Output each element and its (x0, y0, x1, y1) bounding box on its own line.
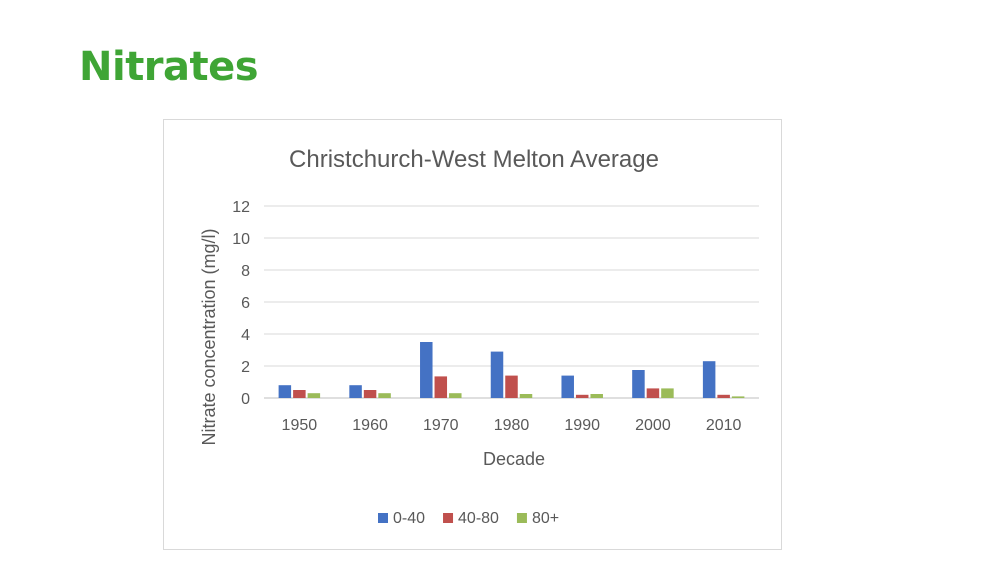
legend-item: 80+ (516, 510, 559, 527)
legend-label: 0-40 (393, 510, 425, 527)
slide-title: Nitrates (79, 44, 259, 90)
bar-1980-80+ (519, 394, 533, 398)
y-tick-label: 2 (241, 359, 250, 376)
bar-1960-40-80 (363, 390, 377, 398)
legend-swatch (378, 513, 388, 523)
bar-1960-0-40 (349, 385, 362, 398)
bar-2000-0-40 (632, 370, 645, 398)
y-axis-label: Nitrate concentration (mg/l) (199, 228, 219, 445)
x-tick-label: 1970 (423, 417, 459, 434)
bar-2010-0-40 (702, 361, 716, 398)
y-axis-ticks: 0 2 4 6 8 10 12 (232, 199, 250, 408)
legend-label: 40-80 (458, 510, 499, 527)
gridlines (264, 205, 759, 399)
y-tick-label: 0 (241, 391, 250, 408)
chart-frame: Christchurch-West Melton Average 0 2 4 6 8 10… (163, 119, 782, 550)
bar-1950-0-40 (278, 385, 292, 398)
bar-1990-0-40 (561, 375, 574, 398)
legend-label: 80+ (532, 510, 559, 527)
bar-1990-80+ (590, 394, 603, 398)
x-tick-label: 1960 (352, 417, 388, 434)
legend-item: 0-40 (378, 510, 425, 527)
legend: 0-40 40-80 80+ (378, 510, 559, 527)
x-axis-label: Decade (483, 449, 545, 469)
y-tick-label: 8 (241, 263, 250, 280)
bar-1950-40-80 (293, 390, 306, 398)
bar-1950-80+ (307, 393, 321, 398)
bar-1960-80+ (378, 393, 391, 398)
x-tick-label: 2010 (706, 417, 742, 434)
bar-1980-40-80 (505, 375, 518, 398)
bar-1980-0-40 (490, 351, 504, 398)
bar-1970-0-40 (420, 342, 433, 398)
bar-1990-40-80 (575, 394, 589, 398)
y-tick-label: 4 (241, 327, 250, 344)
x-tick-label: 1950 (282, 417, 318, 434)
legend-item: 40-80 (443, 510, 499, 527)
chart-title: Christchurch-West Melton Average (289, 146, 659, 173)
y-tick-label: 10 (232, 231, 250, 248)
x-tick-label: 1990 (564, 417, 600, 434)
y-tick-label: 6 (241, 295, 250, 312)
bar-2010-80+ (731, 396, 745, 398)
legend-swatch (443, 513, 454, 523)
y-tick-label: 12 (232, 199, 250, 216)
bar-2010-40-80 (717, 394, 730, 398)
bars (278, 342, 745, 398)
bar-2000-80+ (661, 388, 674, 398)
legend-swatch (516, 513, 527, 523)
x-axis-ticks: 1950 1960 1970 1980 1990 2000 2010 (282, 417, 742, 434)
bar-chart: Christchurch-West Melton Average 0 2 4 6 8 10… (199, 146, 759, 527)
bar-2000-40-80 (646, 388, 660, 398)
bar-1970-80+ (449, 393, 462, 398)
x-tick-label: 1980 (494, 417, 530, 434)
bar-1970-40-80 (434, 376, 448, 398)
x-tick-label: 2000 (635, 417, 671, 434)
